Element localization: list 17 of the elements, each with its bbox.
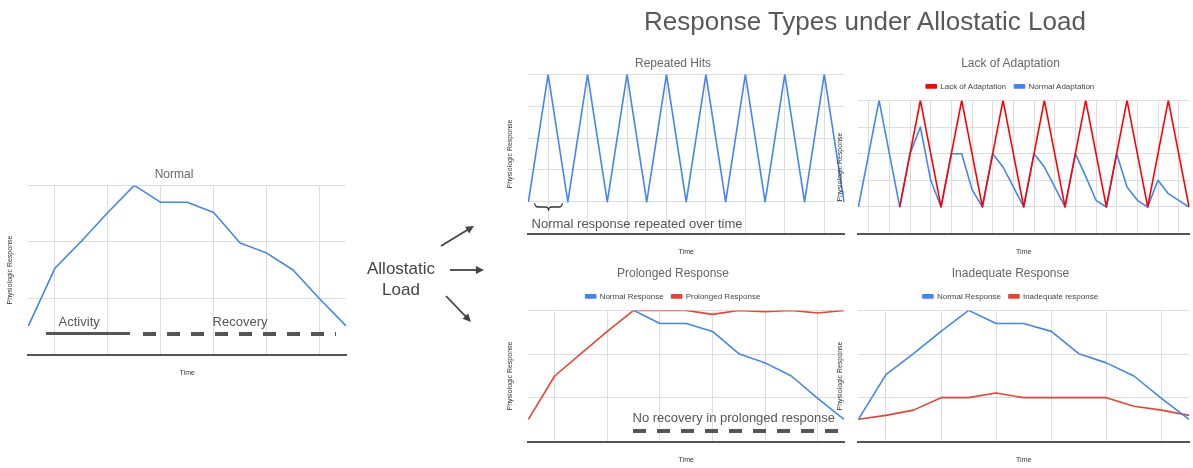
legend-label: Prolonged Response (685, 291, 761, 301)
annotation: No recovery in prolonged response (632, 409, 835, 425)
annotation: Activity (58, 314, 101, 330)
chart-title: Normal (154, 166, 194, 181)
chart-title: Inadequate Response (951, 265, 1070, 280)
legend-label: Normal Adaptation (1028, 81, 1095, 91)
text: Allostatic Load (366, 258, 436, 300)
legend-label: Normal Response (936, 291, 1002, 301)
legend-label: Normal Response (599, 291, 665, 301)
chart-title: Repeated Hits (634, 55, 712, 70)
text: Response Types under Allostatic Load (643, 6, 1087, 37)
legend-label: Lack of Adaptation (940, 81, 1007, 91)
annotation: Normal response repeated over time (531, 215, 743, 231)
annotation: Recovery (212, 314, 269, 330)
legend-label: Inadequate response (1022, 291, 1099, 301)
chart-title: Prolonged Response (616, 265, 730, 280)
chart-title: Lack of Adaptation (961, 55, 1060, 70)
